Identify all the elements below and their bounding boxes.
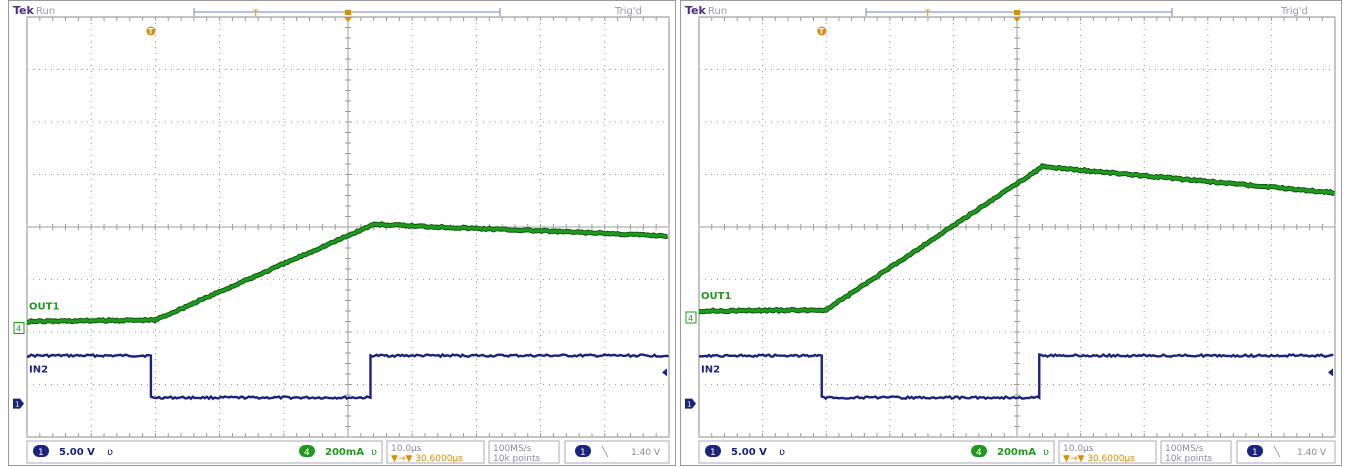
ch4-ground-marker bbox=[685, 311, 697, 324]
in2-trace bbox=[27, 352, 669, 401]
ch1-scale: 5.00 V bbox=[731, 447, 767, 458]
out1-trace bbox=[698, 164, 1335, 314]
sample-rate: 100MS/s bbox=[493, 444, 532, 454]
trigger-time-marker bbox=[344, 17, 352, 22]
ch4-scale: 200mA bbox=[325, 447, 364, 458]
in2-trace bbox=[698, 352, 1334, 401]
trigger-slope-icon: ╲ bbox=[1273, 445, 1281, 458]
ch1-ground-marker bbox=[13, 398, 24, 409]
acquisition-box bbox=[1160, 440, 1232, 464]
ch4-scale: 200mA bbox=[997, 447, 1036, 458]
out1-trace bbox=[26, 222, 668, 324]
in2-label: IN2 bbox=[29, 365, 48, 376]
trigger-source-label: 1 bbox=[580, 448, 586, 458]
ch1-badge bbox=[33, 445, 49, 457]
record-length: 10k points bbox=[493, 454, 540, 464]
sample-rate: 100MS/s bbox=[1165, 444, 1204, 454]
trigger-readout-box bbox=[1236, 440, 1336, 464]
ch4-bandwidth-icon: ʋ bbox=[1043, 447, 1049, 458]
channel-readout-box bbox=[698, 440, 1055, 464]
trigger-position-label: T bbox=[819, 27, 825, 36]
ch4-badge bbox=[971, 445, 987, 457]
in2-label: IN2 bbox=[701, 365, 720, 376]
ch1-badge-label: 1 bbox=[38, 448, 44, 458]
ch1-badge bbox=[705, 445, 721, 457]
ch1-ground-label: 1 bbox=[687, 401, 691, 409]
channel-readout-box bbox=[26, 440, 383, 464]
ch1-scale: 5.00 V bbox=[59, 447, 95, 458]
timebase: 10.0µs bbox=[391, 444, 422, 454]
trigger-level-marker bbox=[662, 368, 667, 377]
trigger-source-badge bbox=[575, 445, 591, 457]
record-trigger-marker: T bbox=[252, 9, 259, 19]
record-trigger-marker: T bbox=[924, 9, 931, 19]
trigger-position-icon bbox=[817, 26, 827, 36]
trigger-source-label: 1 bbox=[1252, 448, 1258, 458]
oscilloscope-screen: Tek Run Trig'd T T OUT1 IN2 4 1 1 5.00 V ʋ 4 200mA ʋ 10… bbox=[13, 4, 670, 464]
out1-label: OUT1 bbox=[701, 291, 731, 302]
oscilloscope-screen: Tek Run Trig'd T T OUT1 IN2 4 1 1 5.00 V ʋ 4 200mA ʋ 10… bbox=[685, 4, 1336, 464]
trigger-status: Trig'd bbox=[614, 6, 642, 17]
trigger-level: 1.40 V bbox=[631, 448, 661, 458]
out1-trace-outline bbox=[26, 221, 669, 325]
run-status: Run bbox=[708, 6, 727, 17]
timebase-box bbox=[386, 440, 485, 464]
record-window-marker bbox=[345, 10, 351, 15]
oscilloscope-panel-right: Tek Run Trig'd T T OUT1 IN2 4 1 1 5.00 V ʋ 4 200mA ʋ 10… bbox=[680, 0, 1342, 466]
trigger-offset: ▼→▼ 30.6000µs bbox=[391, 454, 463, 464]
tek-logo: Tek bbox=[685, 4, 707, 17]
ch4-ground-label: 4 bbox=[16, 325, 21, 334]
trigger-position-icon bbox=[146, 26, 156, 36]
ch1-ground-label: 1 bbox=[15, 401, 19, 409]
acquisition-box bbox=[488, 440, 560, 464]
ch1-bandwidth-icon: ʋ bbox=[779, 447, 785, 458]
ch4-bandwidth-icon: ʋ bbox=[371, 447, 377, 458]
oscilloscope-panel-left: Tek Run Trig'd T T OUT1 IN2 4 1 1 5.00 V ʋ 4 200mA ʋ 10… bbox=[8, 0, 676, 466]
ch4-ground-label: 4 bbox=[688, 314, 693, 323]
trigger-level-marker bbox=[1328, 368, 1333, 377]
ch4-badge bbox=[299, 445, 315, 457]
ch4-badge-label: 4 bbox=[976, 448, 982, 458]
trigger-offset: ▼→▼ 30.6000µs bbox=[1063, 454, 1135, 464]
record-length: 10k points bbox=[1165, 454, 1212, 464]
trigger-source-badge bbox=[1247, 445, 1263, 457]
timebase: 10.0µs bbox=[1063, 444, 1094, 454]
ch4-ground-marker bbox=[13, 322, 25, 334]
trigger-time-marker bbox=[1013, 17, 1021, 22]
trigger-readout-box bbox=[564, 440, 670, 464]
trigger-position-label: T bbox=[148, 27, 154, 36]
record-window-marker bbox=[1014, 10, 1020, 15]
trigger-slope-icon: ╲ bbox=[601, 445, 609, 458]
trigger-status: Trig'd bbox=[1280, 6, 1308, 17]
out1-label: OUT1 bbox=[29, 302, 59, 313]
timebase-box bbox=[1058, 440, 1157, 464]
ch4-badge-label: 4 bbox=[304, 448, 310, 458]
run-status: Run bbox=[36, 6, 55, 17]
trigger-level: 1.40 V bbox=[1297, 448, 1327, 458]
ch1-badge-label: 1 bbox=[710, 448, 716, 458]
ch1-ground-marker bbox=[685, 398, 696, 409]
tek-logo: Tek bbox=[13, 4, 35, 17]
ch1-bandwidth-icon: ʋ bbox=[107, 447, 113, 458]
